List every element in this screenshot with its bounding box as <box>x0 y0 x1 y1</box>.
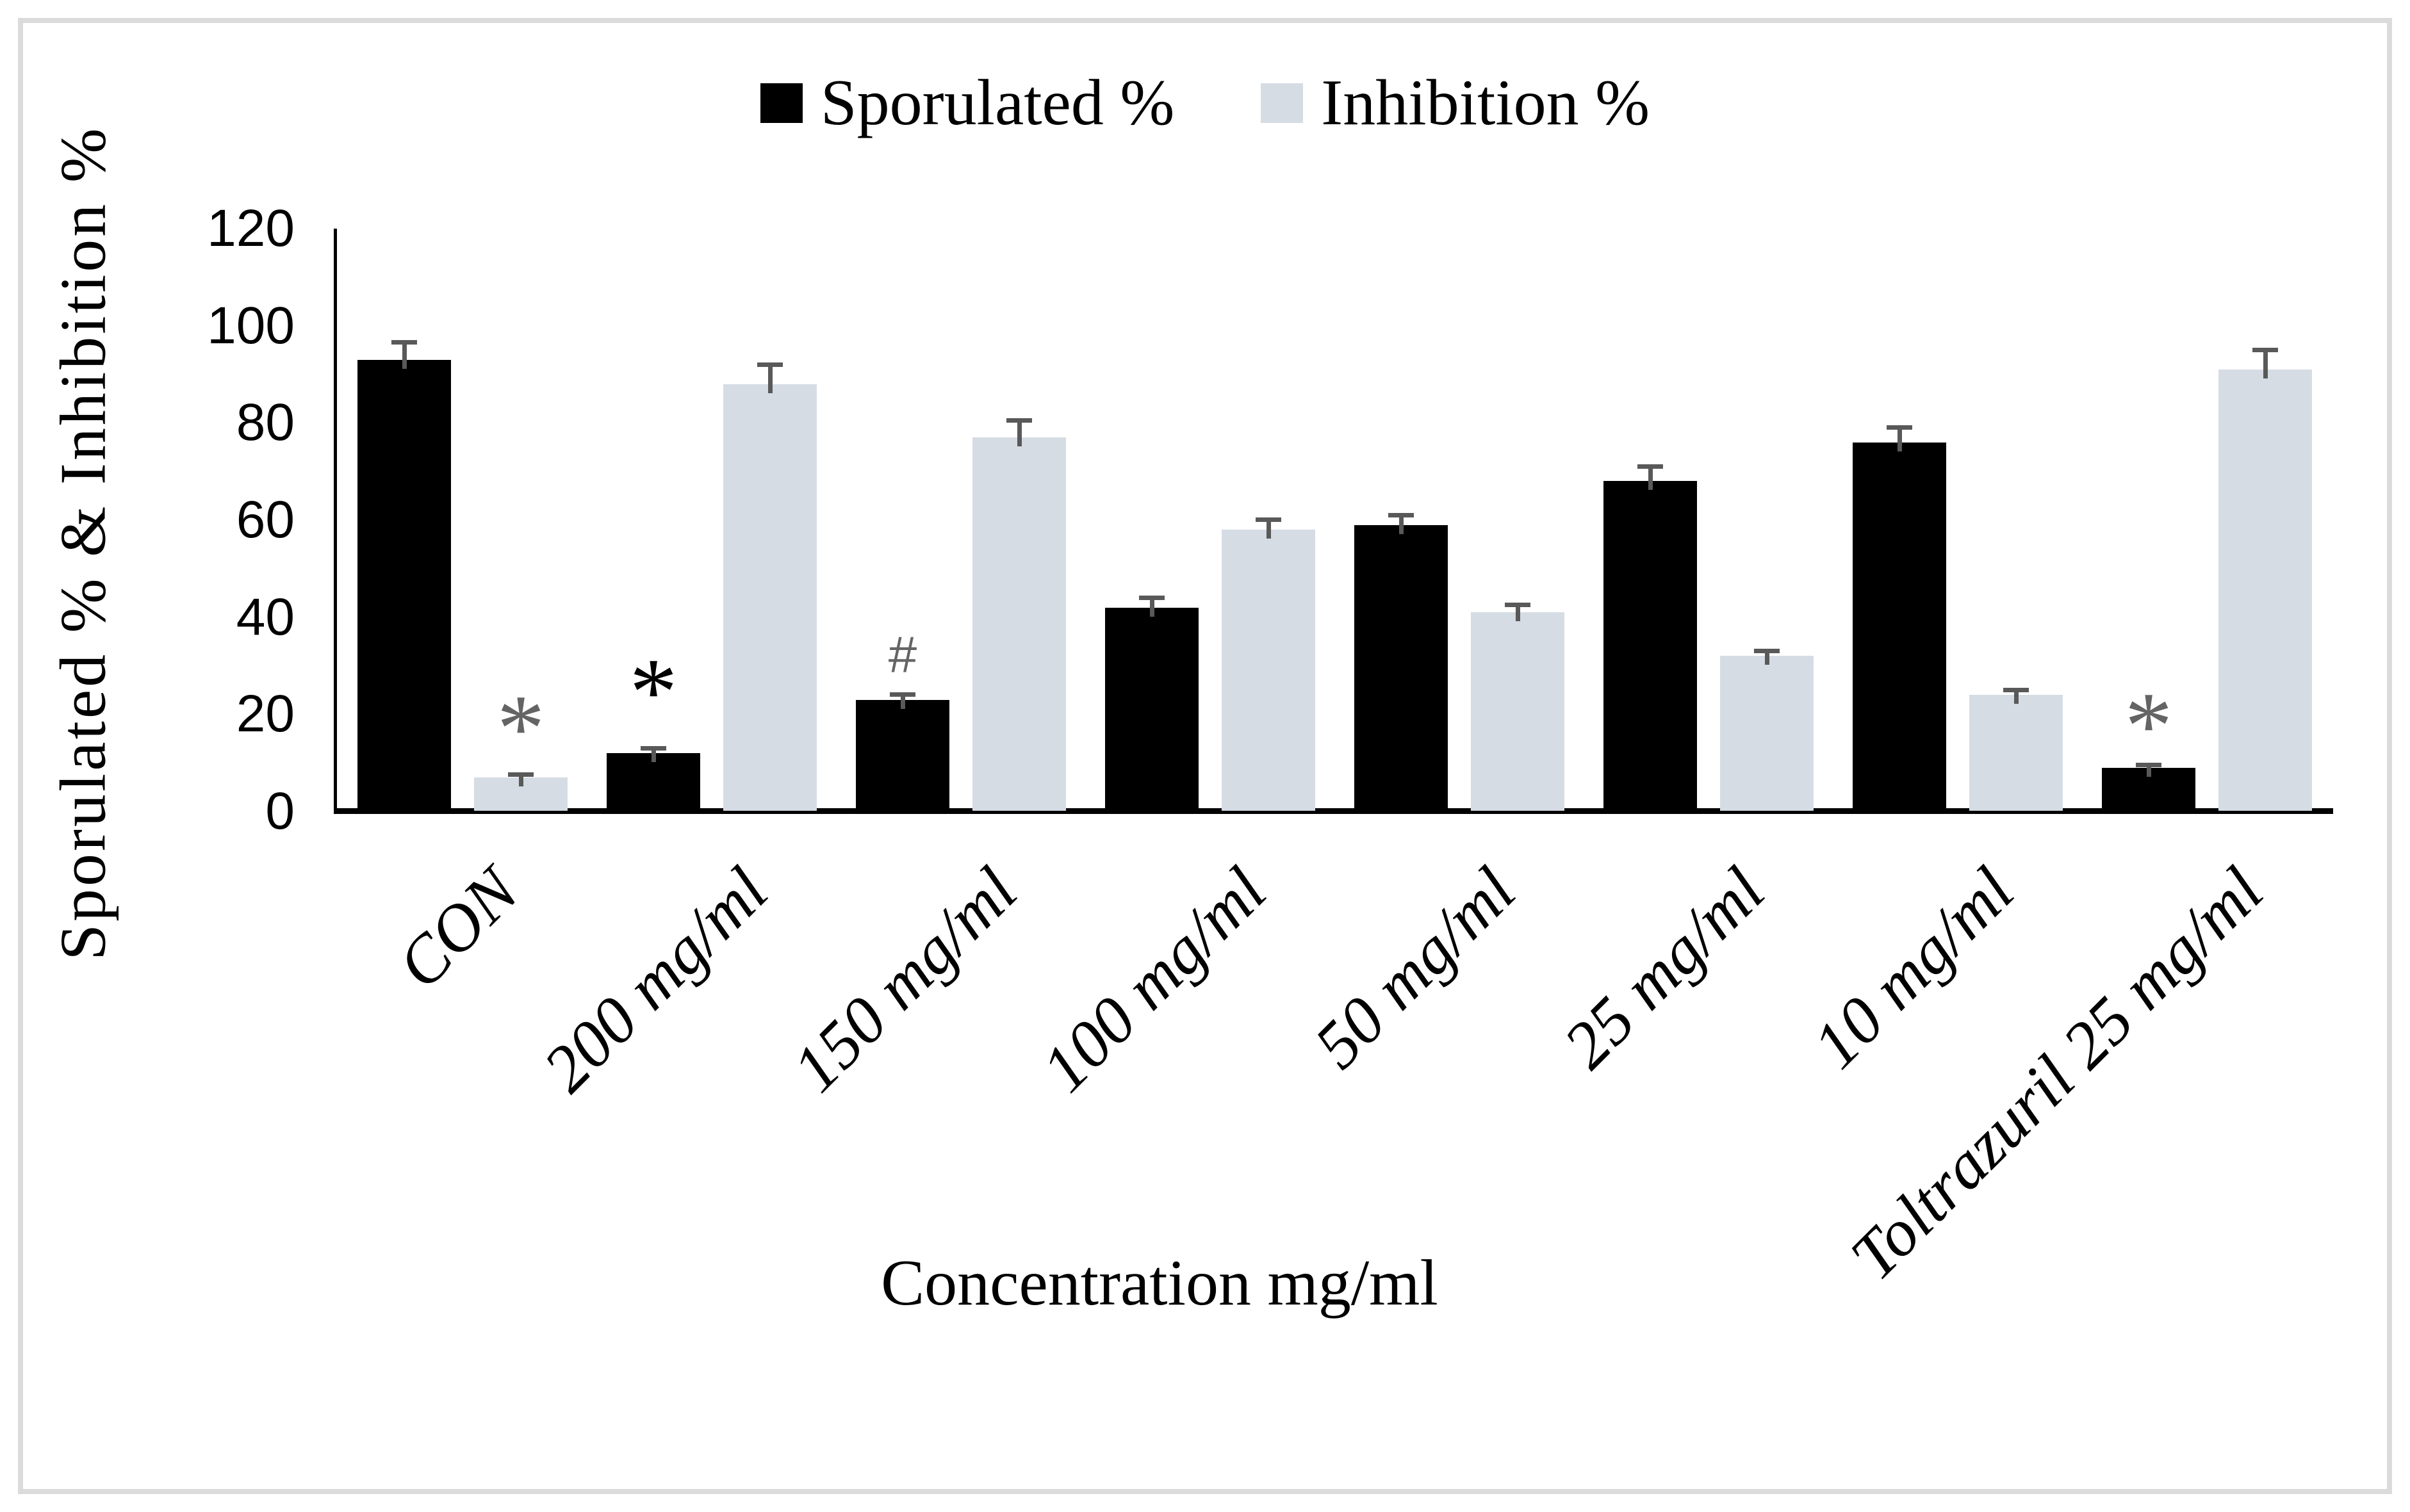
bar-sporulated-2 <box>856 700 949 811</box>
error-bar-cap <box>641 746 666 751</box>
bar-sporulated-0 <box>357 360 451 811</box>
error-bar-stem <box>2263 348 2268 378</box>
legend: Sporulated % Inhibition % <box>0 64 2410 142</box>
bar-inhibition-7 <box>2218 370 2312 811</box>
y-tick-label-60: 60 <box>236 491 295 549</box>
x-category-label-3: 100 mg/ml <box>1028 853 1281 1106</box>
error-bar-cap <box>1388 513 1414 517</box>
x-category-label-0: CON <box>383 853 533 1003</box>
legend-label-sporulated: Sporulated % <box>820 67 1175 139</box>
x-category-label-1: 200 mg/ml <box>529 853 782 1106</box>
bar-sporulated-4 <box>1354 525 1448 811</box>
error-bar-cap <box>1754 649 1780 653</box>
error-bar-stem <box>1898 425 1902 451</box>
error-bar-cap <box>1006 418 1032 423</box>
error-bar-stem <box>652 746 656 762</box>
y-tick-label-40: 40 <box>236 587 295 646</box>
error-bar-stem <box>2014 688 2019 704</box>
x-axis-line <box>334 808 2333 814</box>
y-tick-label-0: 0 <box>265 782 295 840</box>
y-tick-label-80: 80 <box>236 393 295 452</box>
annotation-asterisk: * <box>629 638 678 745</box>
bar-inhibition-6 <box>1969 695 2063 811</box>
legend-item-sporulated: Sporulated % <box>760 64 1174 142</box>
error-bar-stem <box>1516 603 1520 621</box>
error-bar-cap <box>1637 464 1663 469</box>
error-bar-stem <box>402 340 407 369</box>
error-bar-cap <box>2136 763 2161 767</box>
x-axis-title: Concentration mg/ml <box>881 1247 1438 1319</box>
error-bar-stem <box>519 772 523 786</box>
annotation-asterisk: * <box>496 675 545 782</box>
error-bar-stem <box>1150 596 1154 617</box>
y-axis-line <box>334 229 337 814</box>
error-bar-cap <box>391 340 417 345</box>
bar-sporulated-3 <box>1105 608 1199 811</box>
bar-inhibition-1 <box>723 384 817 811</box>
bar-inhibition-4 <box>1471 612 1564 811</box>
y-axis-title: Sporulated % & Inhibition % <box>47 126 120 961</box>
legend-swatch-sporulated-icon <box>760 83 803 124</box>
error-bar-cap <box>2003 688 2029 692</box>
error-bar-cap <box>2252 348 2278 352</box>
error-bar-stem <box>1648 464 1653 490</box>
x-category-label-5: 25 mg/ml <box>1550 853 1779 1082</box>
error-bar-stem <box>1017 418 1022 446</box>
error-bar-stem <box>1765 649 1769 665</box>
error-bar-stem <box>901 692 905 709</box>
bar-sporulated-5 <box>1603 481 1697 811</box>
x-category-label-7: Toltrazuril 25 mg/ml <box>1836 853 2277 1294</box>
error-bar-cap <box>1256 517 1281 522</box>
x-category-label-6: 10 mg/ml <box>1799 853 2028 1082</box>
annotation-hash: # <box>888 626 917 683</box>
error-bar-stem <box>1399 513 1404 534</box>
legend-swatch-inhibition-icon <box>1261 83 1304 124</box>
legend-label-inhibition: Inhibition % <box>1321 67 1650 139</box>
y-tick-label-120: 120 <box>207 199 295 257</box>
error-bar-cap <box>1139 596 1165 600</box>
y-tick-label-20: 20 <box>236 685 295 744</box>
bar-sporulated-6 <box>1853 443 1946 811</box>
error-bar-cap <box>757 362 783 367</box>
error-bar-cap <box>1887 425 1912 430</box>
error-bar-stem <box>768 362 773 393</box>
error-bar-stem <box>2147 763 2151 777</box>
error-bar-cap <box>890 692 915 697</box>
bar-inhibition-5 <box>1720 656 1814 811</box>
y-tick-label-100: 100 <box>207 296 295 355</box>
legend-item-inhibition: Inhibition % <box>1261 64 1650 142</box>
annotation-asterisk: * <box>2124 672 2173 779</box>
bar-inhibition-2 <box>972 437 1066 811</box>
error-bar-cap <box>1505 603 1530 607</box>
bar-sporulated-1 <box>607 753 700 811</box>
bar-inhibition-3 <box>1222 530 1315 811</box>
error-bar-stem <box>1266 517 1271 539</box>
error-bar-cap <box>508 772 534 777</box>
x-category-label-2: 150 mg/ml <box>778 853 1031 1106</box>
x-category-label-4: 50 mg/ml <box>1300 853 1530 1082</box>
